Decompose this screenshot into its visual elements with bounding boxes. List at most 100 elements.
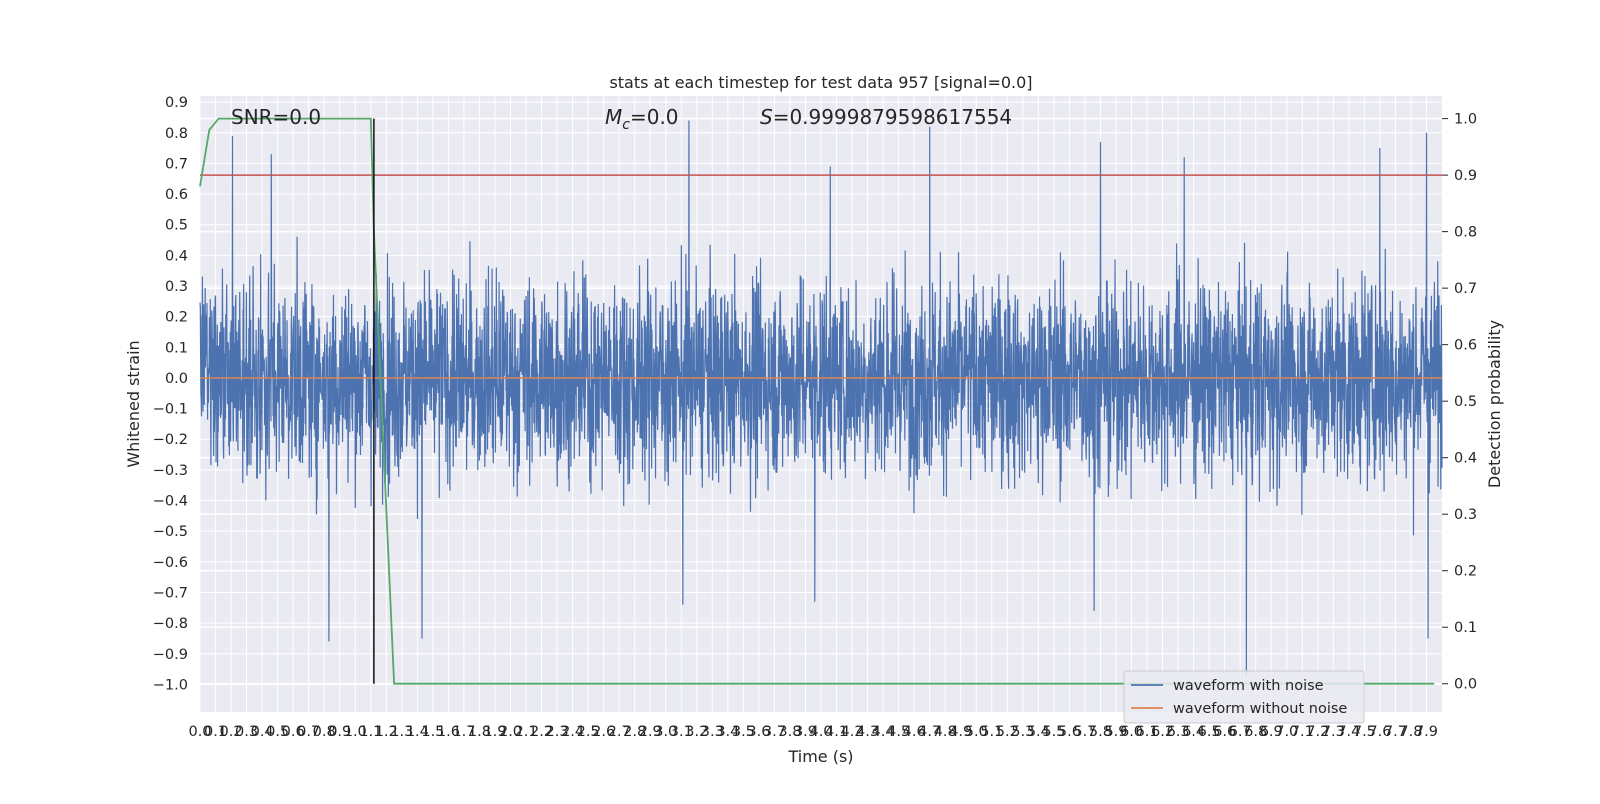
chart-title: stats at each timestep for test data 957…	[609, 73, 1032, 92]
x-tick-77: 7.7	[1384, 724, 1407, 740]
y-tick-7: 0.2	[165, 310, 188, 326]
x-tick-79: 7.9	[1415, 724, 1438, 740]
x-tick-39: 3.9	[794, 724, 817, 740]
y-tick-9: 0.0	[165, 371, 188, 387]
x-tick-66: 6.6	[1213, 724, 1236, 740]
x-tick-14: 1.4	[406, 724, 429, 740]
y-tick-12: −0.3	[153, 463, 188, 479]
x-tick-30: 3.0	[654, 724, 677, 740]
x-tick-45: 4.5	[887, 724, 910, 740]
x-tick-33: 3.3	[701, 724, 724, 740]
x-tick-74: 7.4	[1337, 724, 1360, 740]
x-tick-40: 4.0	[809, 724, 832, 740]
x-tick-57: 5.7	[1073, 724, 1096, 740]
x-tick-73: 7.3	[1322, 724, 1345, 740]
y2-tick-5: 0.5	[1454, 394, 1477, 410]
y-tick-labels-right: 1.0 0.9 0.8 0.7 0.6 0.5 0.4 0.3 0.2 0.1 0.0	[1454, 112, 1477, 693]
y-tick-5: 0.4	[165, 248, 188, 264]
x-tick-52: 5.2	[996, 724, 1019, 740]
x-tick-75: 7.5	[1353, 724, 1376, 740]
annotation-chirp-mass: Mc=0.0	[605, 105, 679, 133]
y2-tick-8: 0.2	[1454, 564, 1477, 580]
x-tick-12: 1.2	[375, 724, 398, 740]
y2-tick-1: 0.9	[1454, 168, 1477, 184]
y-tick-3: 0.6	[165, 187, 188, 203]
x-tick-4: 0.4	[251, 724, 274, 740]
x-tick-11: 1.1	[359, 724, 382, 740]
y2-tick-10: 0.0	[1454, 677, 1477, 693]
x-tick-5: 0.5	[266, 724, 289, 740]
x-tick-37: 3.7	[763, 724, 786, 740]
y2-tick-7: 0.3	[1454, 507, 1477, 523]
x-tick-23: 2.3	[546, 724, 569, 740]
y2-tick-3: 0.7	[1454, 281, 1477, 297]
x-tick-38: 3.8	[778, 724, 801, 740]
x-tick-34: 3.4	[716, 724, 739, 740]
x-axis-label: Time (s)	[787, 747, 853, 766]
x-tick-20: 2.0	[499, 724, 522, 740]
x-tick-48: 4.8	[934, 724, 957, 740]
x-tick-68: 6.8	[1244, 724, 1267, 740]
x-tick-55: 5.5	[1042, 724, 1065, 740]
x-tick-31: 3.1	[670, 724, 693, 740]
x-tick-56: 5.6	[1058, 724, 1081, 740]
y-tick-14: −0.5	[153, 524, 188, 540]
annotation-s: S=0.9999879598617554	[760, 105, 1012, 129]
y-tick-0: 0.9	[165, 95, 188, 111]
x-tick-7: 0.7	[297, 724, 320, 740]
y-tick-2: 0.7	[165, 156, 188, 172]
annotation-chirp-mass-value: =0.0	[630, 105, 679, 129]
x-tick-24: 2.4	[561, 724, 584, 740]
x-tick-49: 4.9	[949, 724, 972, 740]
x-tick-76: 7.6	[1368, 724, 1391, 740]
x-tick-22: 2.2	[530, 724, 553, 740]
annotation-s-symbol: S	[760, 105, 773, 129]
x-tick-36: 3.6	[747, 724, 770, 740]
x-tick-41: 4.1	[825, 724, 848, 740]
y-tick-16: −0.7	[153, 585, 188, 601]
x-tick-70: 7.0	[1275, 724, 1298, 740]
y-tick-4: 0.5	[165, 218, 188, 234]
y2-tick-4: 0.6	[1454, 338, 1477, 354]
x-tick-54: 5.4	[1027, 724, 1050, 740]
x-tick-46: 4.6	[903, 724, 926, 740]
x-tick-71: 7.1	[1291, 724, 1314, 740]
x-tick-labels: 0.00.10.20.30.40.50.60.70.80.91.01.11.21…	[188, 724, 1438, 740]
x-tick-25: 2.5	[577, 724, 600, 740]
x-tick-13: 1.3	[390, 724, 413, 740]
annotation-snr: SNR=0.0	[231, 105, 321, 129]
annotation-chirp-mass-symbol: M	[605, 105, 622, 129]
y-tick-15: −0.6	[153, 555, 188, 571]
x-tick-35: 3.5	[732, 724, 755, 740]
y2-tick-2: 0.8	[1454, 225, 1477, 241]
y-axis-label-right: Detection probability	[1485, 320, 1504, 488]
y-tick-17: −0.8	[153, 616, 188, 632]
x-tick-44: 4.4	[872, 724, 895, 740]
x-tick-72: 7.2	[1306, 724, 1329, 740]
x-tick-1: 0.1	[204, 724, 227, 740]
y-axis-label: Whitened strain	[124, 340, 143, 467]
legend-box	[1123, 670, 1365, 724]
y2-tick-9: 0.1	[1454, 620, 1477, 636]
y-tick-13: −0.4	[153, 494, 188, 510]
y-tick-10: −0.1	[153, 402, 188, 418]
x-tick-3: 0.3	[235, 724, 258, 740]
x-tick-6: 0.6	[282, 724, 305, 740]
x-tick-2: 0.2	[220, 724, 243, 740]
x-tick-42: 4.2	[841, 724, 864, 740]
x-tick-43: 4.3	[856, 724, 879, 740]
legend-label-waveform-with-noise: waveform with noise	[1173, 678, 1324, 694]
y-tick-6: 0.3	[165, 279, 188, 295]
x-tick-21: 2.1	[514, 724, 537, 740]
x-tick-53: 5.3	[1011, 724, 1034, 740]
x-tick-10: 1.0	[344, 724, 367, 740]
x-tick-19: 1.9	[483, 724, 506, 740]
y-tick-8: 0.1	[165, 340, 188, 356]
series-detection-probability	[199, 117, 1435, 685]
x-tick-51: 5.1	[980, 724, 1003, 740]
annotation-chirp-mass-sub: c	[622, 117, 630, 133]
x-tick-78: 7.8	[1399, 724, 1422, 740]
x-tick-65: 6.5	[1198, 724, 1221, 740]
